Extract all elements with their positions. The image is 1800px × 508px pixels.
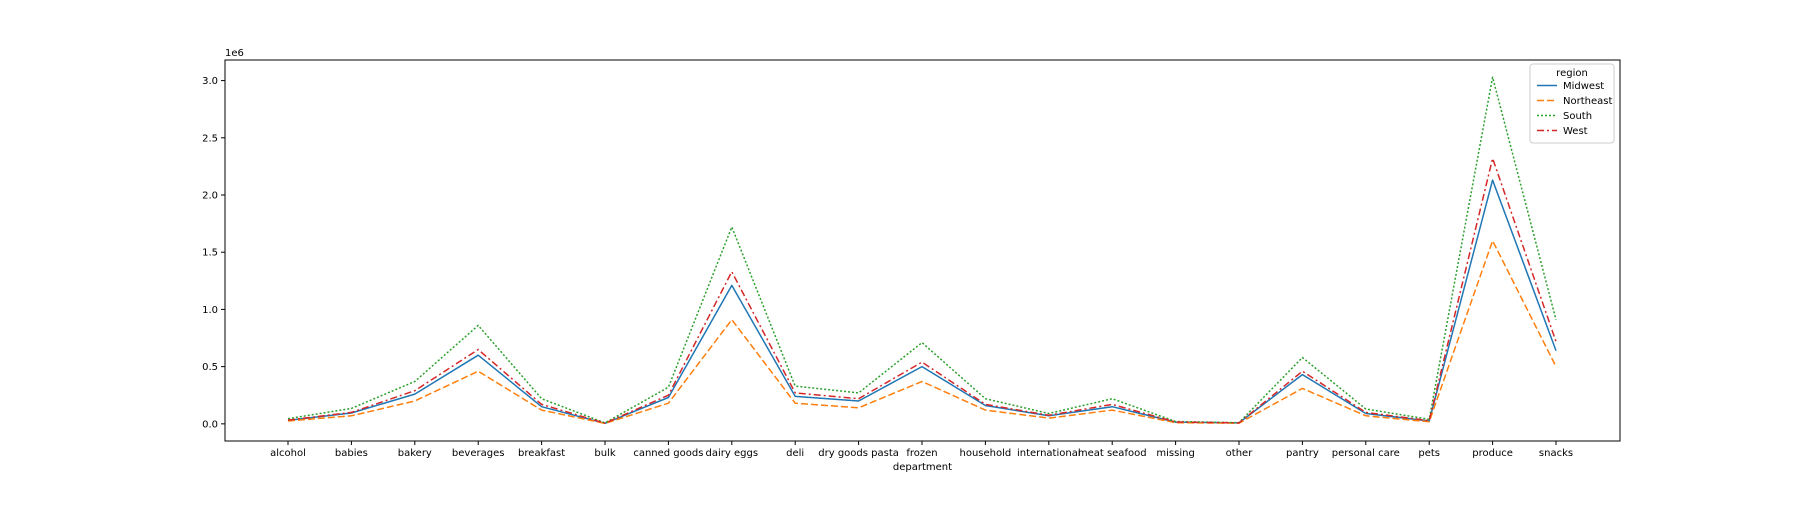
x-tick-label: snacks [1539,448,1573,459]
x-tick-label: household [960,448,1012,459]
x-tick-label: missing [1156,448,1194,459]
legend: region Midwest Northeast South West [1529,63,1615,144]
x-tick-label: pets [1418,448,1440,459]
x-tick-label: bulk [594,448,615,459]
x-tick-label: alcohol [270,448,306,459]
legend-items: Midwest Northeast South West [1537,81,1612,137]
x-tick-label: produce [1472,448,1513,459]
x-tick-label: babies [335,448,368,459]
x-tick-label: dry goods pasta [818,448,899,459]
y-axis: 0.0 0.5 1.0 1.5 2.0 2.5 3.0 [202,76,225,430]
y-tick-label: 3.0 [202,76,218,87]
legend-label-west: West [1563,126,1588,137]
x-tick-label: beverages [452,448,505,459]
legend-label-south: South [1563,111,1592,122]
legend-label-midwest: Midwest [1563,81,1604,92]
y-tick-label: 0.5 [202,362,218,373]
y-offset-label: 1e6 [225,48,244,59]
x-tick-label: pantry [1286,448,1319,459]
y-tick-label: 1.0 [202,305,218,316]
x-tick-label: international [1017,448,1081,459]
x-tick-label: meat seafood [1078,448,1147,459]
x-tick-label: deli [786,448,804,459]
x-tick-label: frozen [906,448,937,459]
legend-box [1529,63,1615,144]
y-tick-label: 2.5 [202,133,218,144]
x-tick-label: other [1226,448,1254,459]
series-line-northeast [287,240,1557,425]
y-tick-label: 1.5 [202,248,218,259]
y-tick-label: 0.0 [202,419,218,430]
series-layer [287,76,1557,425]
x-tick-label: dairy eggs [706,448,759,459]
series-line-midwest [287,179,1557,425]
x-tick-label: personal care [1332,448,1400,459]
legend-title: region [1556,68,1588,79]
plot-area [224,59,1621,442]
y-tick-label: 2.0 [202,191,218,202]
x-axis: alcohol babies bakery beverages breakfast bul… [270,441,1573,459]
x-tick-label: bakery [398,448,432,459]
x-tick-label: breakfast [518,448,565,459]
x-tick-label: canned goods [633,448,703,459]
legend-label-northeast: Northeast [1563,96,1612,107]
x-axis-label: department [893,462,952,473]
